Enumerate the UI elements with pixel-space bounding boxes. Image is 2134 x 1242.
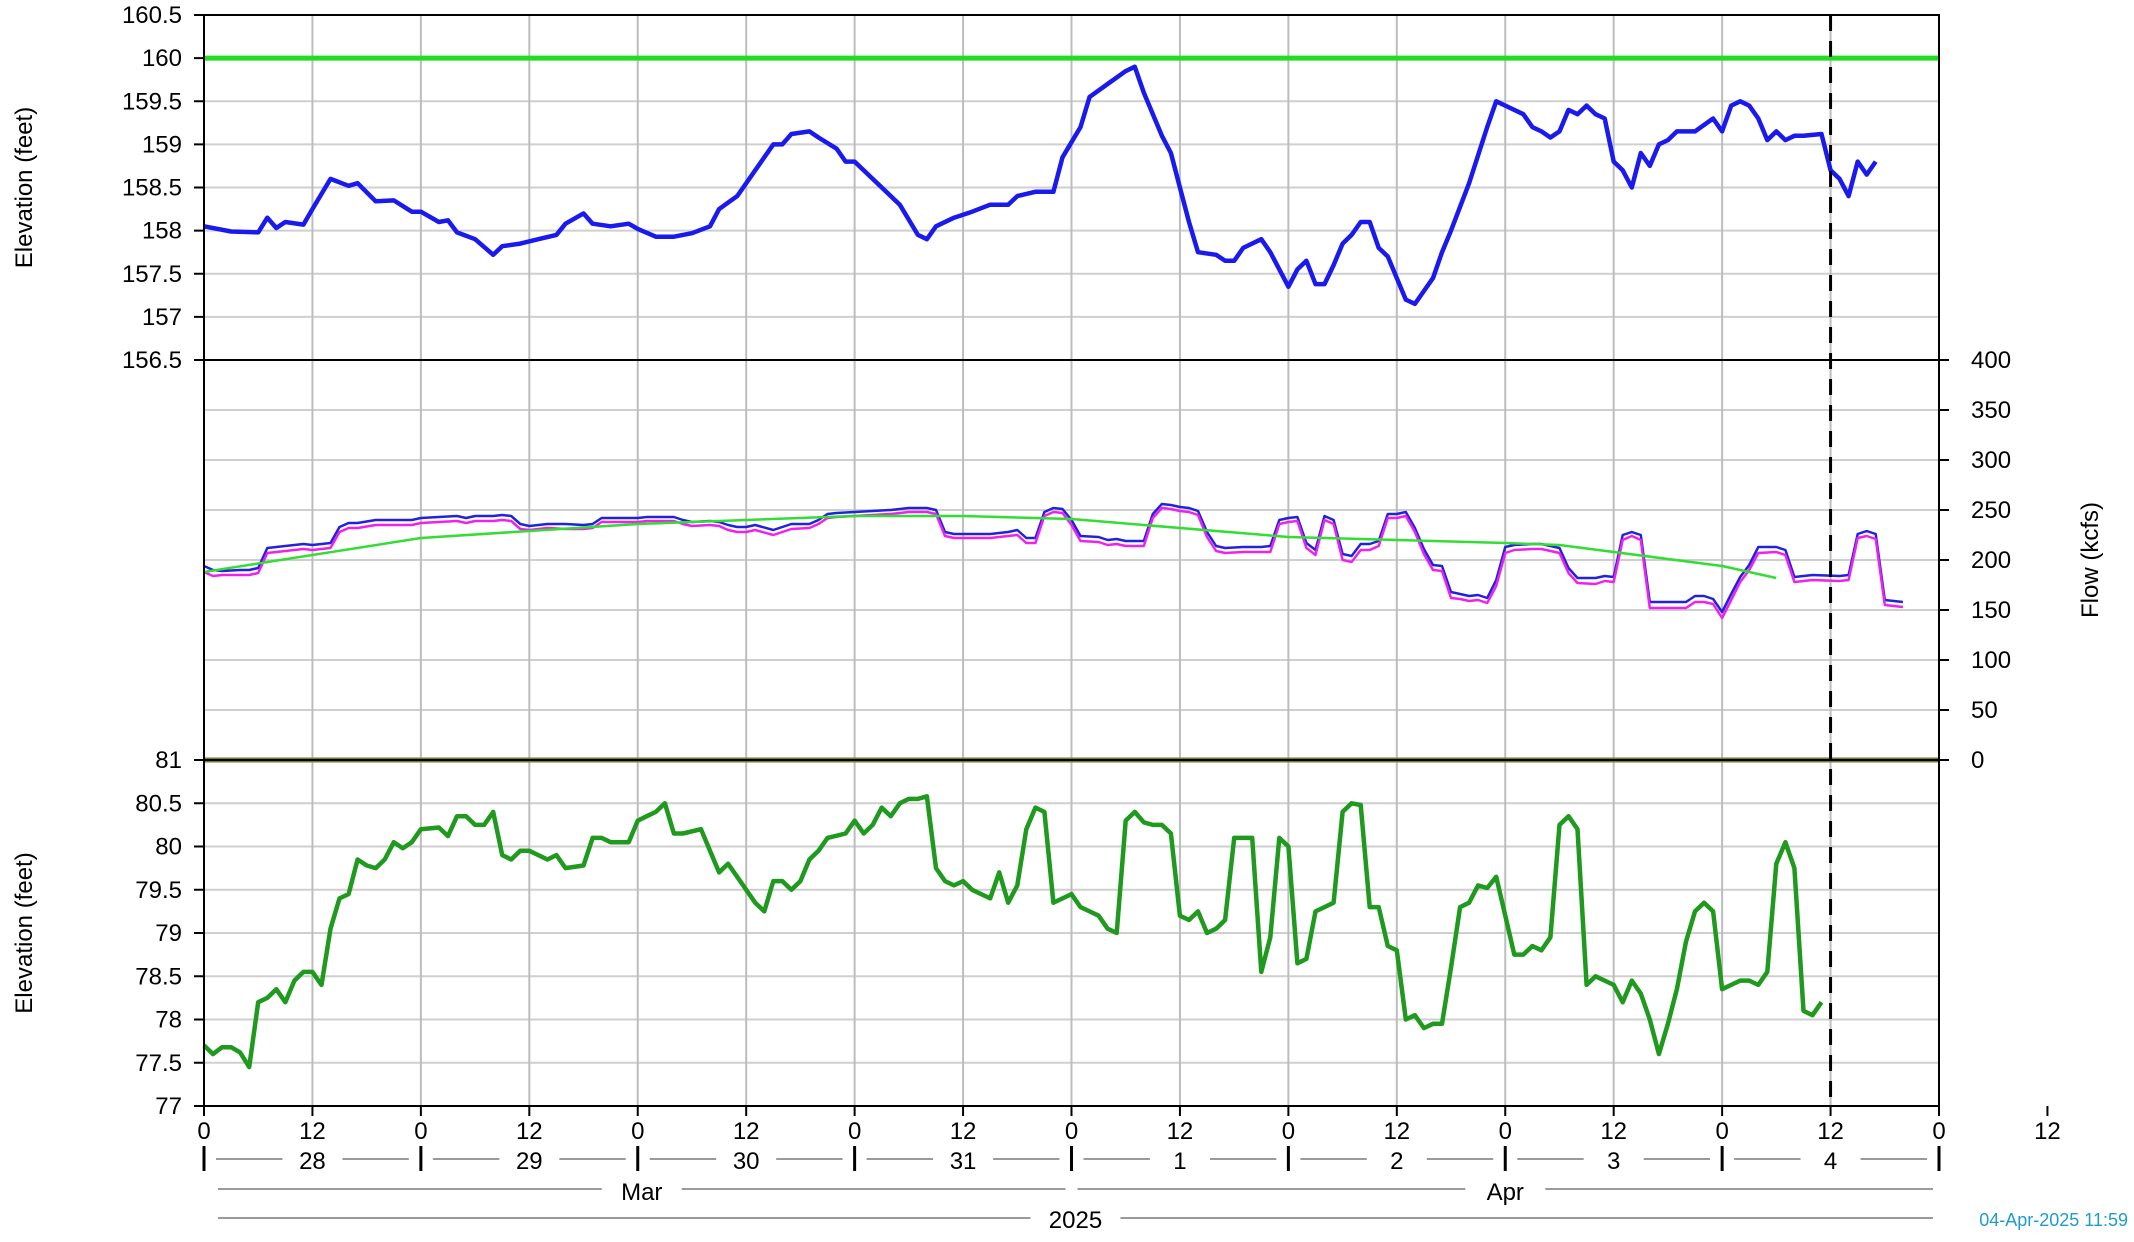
x-hour-label: 12	[733, 1118, 760, 1145]
y-tick-label: 78.5	[135, 963, 182, 990]
x-hour-label: 12	[1817, 1118, 1844, 1145]
series-line-flow-2	[203, 514, 1777, 580]
y-tick-label: 77.5	[135, 1050, 182, 1077]
x-year-label: 2025	[1049, 1207, 1102, 1234]
y-tick-label: 300	[1971, 447, 2011, 474]
y-tick-label: 150	[1971, 597, 2011, 624]
y-tick-label: 77	[155, 1093, 182, 1120]
y-axis-title: Elevation (feet)	[11, 852, 38, 1013]
y-tick-label: 160.5	[122, 2, 182, 29]
x-day-label: 30	[733, 1148, 760, 1175]
series-line-flow-0	[203, 502, 1904, 614]
y-tick-label: 80	[155, 834, 182, 861]
y-tick-label: 157	[142, 304, 182, 331]
x-hour-label: 0	[197, 1118, 210, 1145]
timestamp: 04-Apr-2025 11:59	[1979, 1210, 2128, 1230]
y-tick-label: 81	[155, 747, 182, 774]
y-tick-label: 158	[142, 218, 182, 245]
x-day-label: 29	[516, 1148, 543, 1175]
x-day-label: 2	[1390, 1148, 1403, 1175]
plot-frames	[194, 14, 2049, 1171]
label-layer: 160.5 160 159.5 159 158.5 158 157.5 157 156.5 Ele…	[11, 2, 2128, 1234]
series-line-upper-elevation-0	[203, 64, 1878, 307]
x-hour-label: 12	[2034, 1118, 2061, 1145]
y-tick-label: 156.5	[122, 347, 182, 374]
y-tick-label: 400	[1971, 347, 2011, 374]
y-tick-label: 78	[155, 1007, 182, 1034]
x-hour-label: 12	[950, 1118, 977, 1145]
x-hour-label: 12	[1383, 1118, 1410, 1145]
y-tick-label: 0	[1971, 747, 1984, 774]
y-tick-label: 159	[142, 131, 182, 158]
x-hour-label: 12	[1600, 1118, 1627, 1145]
x-hour-label: 0	[848, 1118, 861, 1145]
y-tick-label: 50	[1971, 697, 1998, 724]
x-hour-label: 0	[414, 1118, 427, 1145]
x-hour-label: 0	[1932, 1118, 1945, 1145]
series-line-flow-1	[203, 506, 1904, 620]
x-hour-label: 0	[631, 1118, 644, 1145]
y-tick-label: 250	[1971, 497, 2011, 524]
x-hour-label: 0	[1715, 1118, 1728, 1145]
y-tick-label: 80.5	[135, 790, 182, 817]
x-hour-label: 12	[299, 1118, 326, 1145]
y-tick-label: 157.5	[122, 261, 182, 288]
x-day-label: 31	[950, 1148, 977, 1175]
x-hour-label: 12	[516, 1118, 543, 1145]
x-day-label: 1	[1173, 1148, 1186, 1175]
y-tick-label: 79	[155, 920, 182, 947]
series-layer	[202, 64, 1904, 1070]
series-line-lower-elevation-0	[202, 794, 1824, 1070]
x-hour-label: 0	[1282, 1118, 1295, 1145]
y-tick-label: 200	[1971, 547, 2011, 574]
y-tick-label: 100	[1971, 647, 2011, 674]
grid-layer	[203, 15, 1940, 1219]
x-hour-label: 0	[1499, 1118, 1512, 1145]
x-month-label: Mar	[621, 1179, 662, 1206]
x-hour-label: 12	[1167, 1118, 1194, 1145]
x-month-label: Apr	[1487, 1179, 1524, 1206]
y-axis-title: Elevation (feet)	[11, 107, 38, 268]
y-tick-label: 159.5	[122, 88, 182, 115]
y-tick-label: 158.5	[122, 175, 182, 202]
x-day-label: 3	[1607, 1148, 1620, 1175]
y-axis-title: Flow (kcfs)	[2077, 502, 2104, 618]
y-tick-label: 350	[1971, 397, 2011, 424]
y-tick-label: 79.5	[135, 877, 182, 904]
x-day-label: 4	[1824, 1148, 1837, 1175]
x-day-label: 28	[299, 1148, 326, 1175]
x-hour-label: 0	[1065, 1118, 1078, 1145]
y-tick-label: 160	[142, 45, 182, 72]
